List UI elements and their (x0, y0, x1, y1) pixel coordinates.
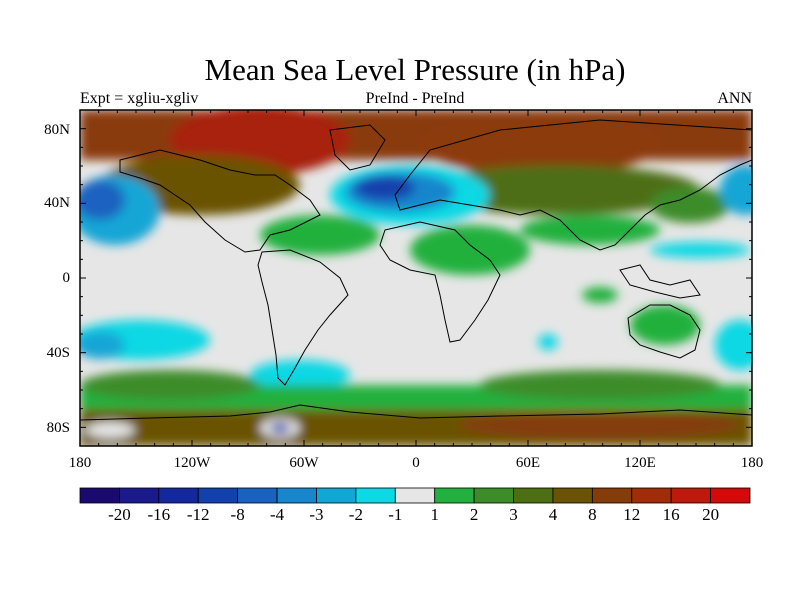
ross-sea-patch (85, 422, 135, 438)
colorbar-label: -2 (348, 505, 363, 524)
colorbar-label: 8 (588, 505, 597, 524)
atlantic-low-core (355, 176, 415, 200)
indian-ocean-patch (582, 287, 618, 303)
colorbar-label: 1 (430, 505, 439, 524)
lon-label-120w: 120W (173, 455, 211, 471)
comparison-label: PreInd - PreInd (365, 90, 465, 107)
coast-maritime-continent (619, 264, 701, 299)
expt-label: Expt = xgliu-xgliv (80, 90, 199, 107)
west-pacific-tropics (650, 242, 750, 258)
colorbar-swatch (710, 487, 751, 504)
colorbar-swatch (552, 487, 593, 504)
colorbar-swatch (473, 487, 514, 504)
colorbar-swatch (316, 487, 357, 504)
colorbar-label: 16 (662, 505, 680, 524)
colorbar-swatch (434, 487, 475, 504)
pressure-anomaly-fields (80, 110, 752, 446)
colorbar-swatch (276, 487, 317, 504)
africa-tropics (410, 225, 530, 275)
colorbar-label: -8 (230, 505, 245, 524)
southern-ocean-ridge-east (480, 370, 720, 400)
lon-label-120e: 120E (624, 455, 656, 471)
coast-eurasia (394, 119, 752, 251)
colorbar-swatch (158, 487, 199, 504)
lat-label-80n: 80N (44, 122, 70, 138)
lon-label-180w: 180 (68, 455, 92, 471)
colorbar-label: -1 (388, 505, 403, 524)
colorbar-label: 2 (469, 505, 479, 524)
south-atlantic-low (250, 360, 350, 390)
season-label: ANN (717, 90, 752, 107)
colorbar-swatch (631, 487, 672, 504)
antarctic-high-east (460, 410, 740, 440)
colorbar-label: -4 (269, 505, 285, 524)
coast-north-america (119, 149, 321, 253)
south-pacific-low-core (80, 331, 125, 359)
colorbar-label: 3 (509, 505, 518, 524)
nw-pacific-ridge (650, 187, 730, 223)
chart-title: Mean Sea Level Pressure (in hPa) (204, 52, 626, 87)
colorbar-label: -16 (147, 505, 171, 524)
lon-label-60w: 60W (289, 455, 319, 471)
colorbar-label: -20 (108, 505, 131, 524)
colorbar-label: 12 (623, 505, 641, 524)
eurasia-ridge (420, 165, 700, 215)
indian-ocean-small-low (538, 334, 558, 350)
antarctic-peninsula-low (270, 423, 290, 433)
lat-label-40n: 40N (44, 195, 70, 211)
coast-south-america (257, 249, 349, 386)
australia-patch (630, 305, 700, 345)
lon-label-60e: 60E (515, 455, 541, 471)
colorbar-swatch (394, 487, 436, 504)
colorbar-label: 4 (548, 505, 558, 524)
colorbar-label: 20 (702, 505, 720, 524)
colorbar-swatch (119, 487, 160, 504)
tropics-atlantic-west (260, 215, 380, 255)
coast-africa (379, 221, 501, 343)
arctic-high-core-east (420, 115, 660, 175)
india-tropics (520, 215, 660, 245)
coast-greenland (329, 124, 386, 171)
map-field (80, 110, 752, 446)
colorbar-label: -3 (309, 505, 324, 524)
pacific-low-west-core (80, 180, 125, 220)
colorbar-swatch (79, 487, 120, 504)
colorbar-swatch (670, 487, 711, 504)
colorbar-swatch (237, 487, 278, 504)
colorbar-swatch (355, 487, 396, 504)
lat-label-40s: 40S (46, 345, 70, 361)
southern-ocean-ridge-west (80, 370, 260, 400)
coastlines (80, 119, 752, 421)
coast-antarctica (80, 404, 752, 421)
lat-label-80s: 80S (46, 420, 70, 436)
lon-label-0: 0 (412, 455, 420, 471)
colorbar-label: -12 (186, 505, 210, 524)
lon-label-180e: 180 (740, 455, 764, 471)
lat-label-0: 0 (62, 270, 71, 286)
colorbar (79, 487, 751, 504)
colorbar-swatch (197, 487, 239, 504)
colorbar-swatch (591, 487, 633, 504)
coast-australia (627, 304, 701, 359)
colorbar-swatch (513, 487, 554, 504)
tasman-low (715, 320, 752, 370)
pacific-low-east (720, 165, 752, 215)
axis-ticks (79, 109, 753, 447)
